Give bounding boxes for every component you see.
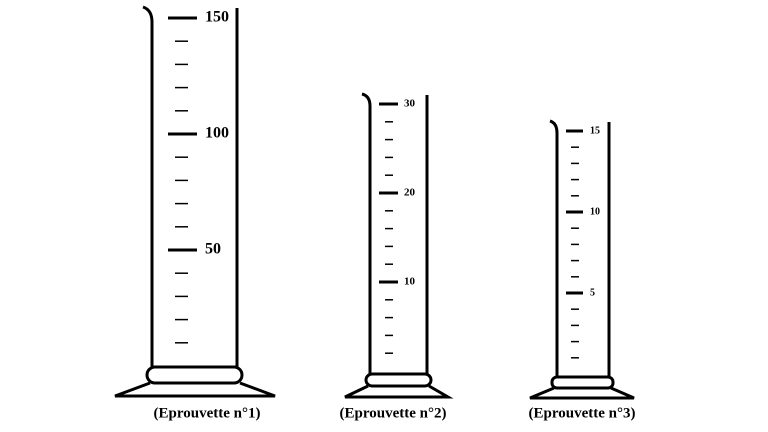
graduation-label: 5 bbox=[590, 287, 595, 298]
graduation-label: 10 bbox=[590, 206, 600, 217]
cylinder-base bbox=[529, 386, 635, 400]
caption: (Eprouvette n°3) bbox=[529, 405, 636, 421]
graduation-label: 100 bbox=[205, 125, 229, 142]
cylinder-wall bbox=[361, 92, 429, 375]
cylinder-base bbox=[344, 384, 454, 399]
graduation-label: 20 bbox=[404, 187, 416, 199]
graduation-label: 50 bbox=[205, 241, 221, 258]
cylinder-foot bbox=[145, 365, 244, 385]
graduation-label: 30 bbox=[404, 98, 416, 110]
graduation-label: 15 bbox=[590, 125, 600, 136]
cylinder-wall bbox=[142, 5, 239, 368]
cylinder-foot bbox=[364, 372, 433, 388]
graduation-label: 150 bbox=[205, 9, 229, 26]
caption: (Eprouvette n°2) bbox=[340, 405, 447, 421]
cylinder-wall bbox=[549, 119, 611, 378]
cylinder-base bbox=[114, 381, 276, 398]
graduation-label: 10 bbox=[404, 276, 416, 288]
caption: (Eprouvette n°1) bbox=[154, 405, 261, 421]
cylinder-foot bbox=[550, 375, 615, 390]
cylinder-shapes bbox=[114, 5, 635, 400]
